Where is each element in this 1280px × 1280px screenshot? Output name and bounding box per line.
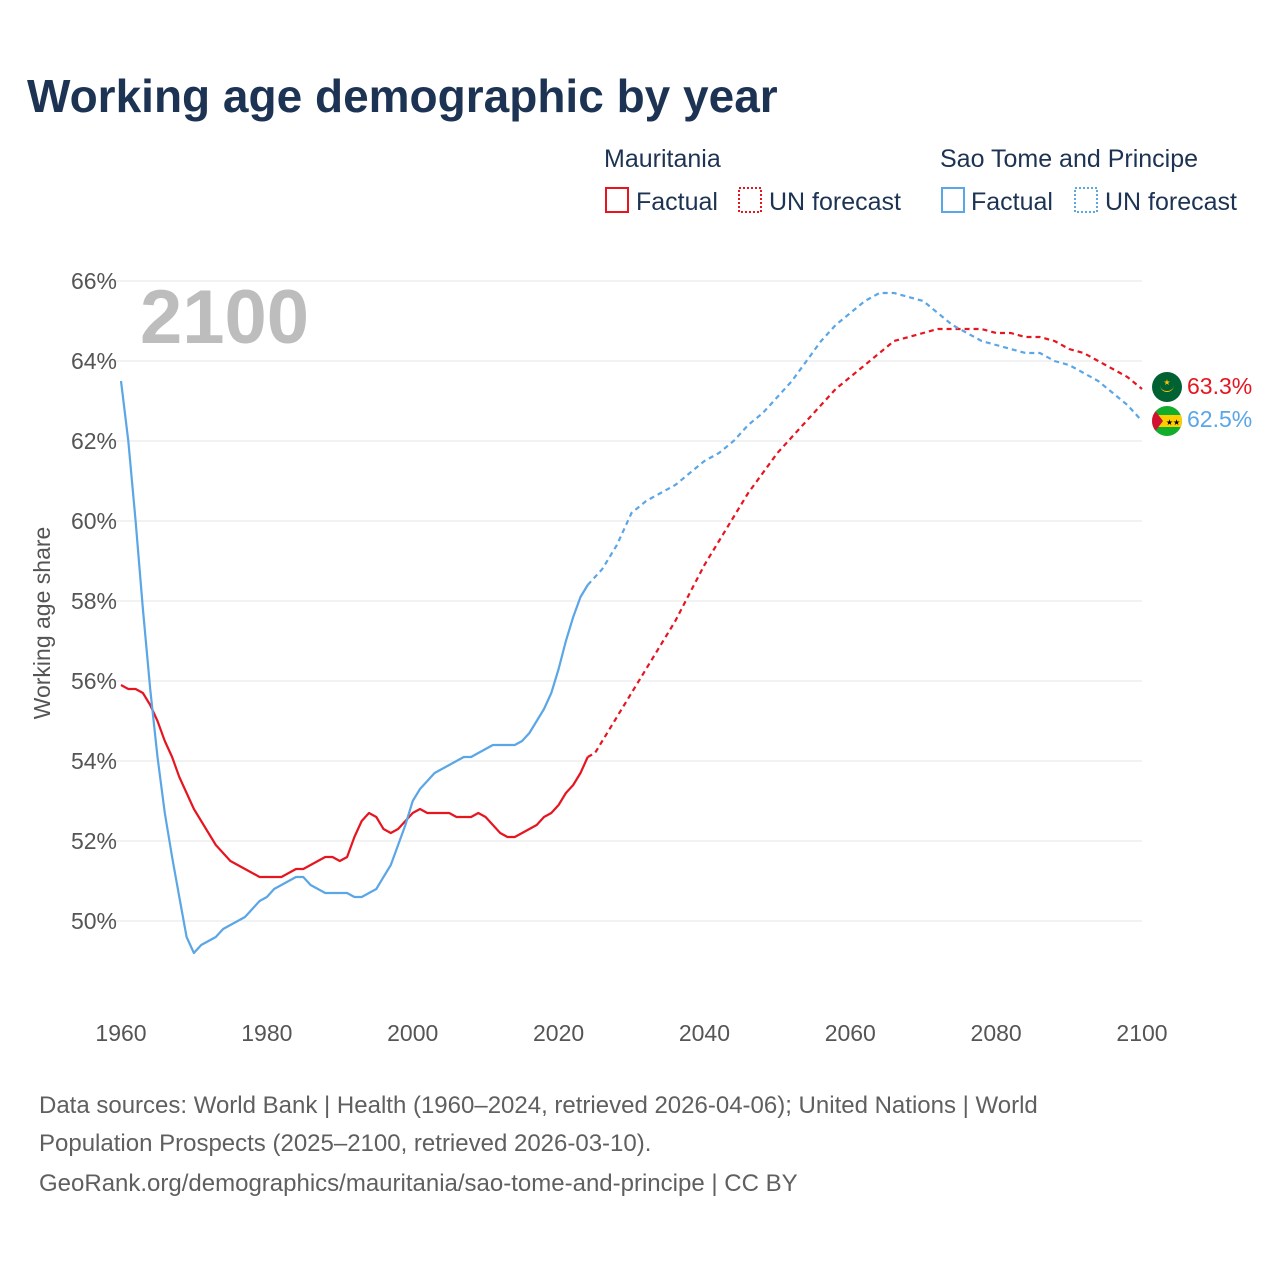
- y-axis-label: Working age share: [29, 527, 55, 720]
- x-tick-label: 2100: [1116, 1020, 1167, 1046]
- y-tick-label: 62%: [71, 428, 117, 454]
- x-tick-label: 2080: [971, 1020, 1022, 1046]
- chart-title: Working age demographic by year: [27, 70, 778, 122]
- y-tick-label: 60%: [71, 508, 117, 534]
- x-axis-ticks: 1960 1980 2000 2020 2040 2060 2080 2100: [95, 1020, 1167, 1046]
- x-tick-label: 2020: [533, 1020, 584, 1046]
- y-tick-label: 64%: [71, 348, 117, 374]
- legend-group-mauritania: Mauritania: [604, 145, 721, 173]
- legend-group-sao-tome: Sao Tome and Principe: [940, 145, 1198, 173]
- legend-label-mauritania-forecast: UN forecast: [769, 188, 901, 216]
- source-link[interactable]: GeoRank.org/demographics/mauritania/sao-…: [39, 1170, 798, 1197]
- legend-label-sao-tome-factual: Factual: [971, 188, 1053, 216]
- source-line-1: Data sources: World Bank | Health (1960–…: [39, 1092, 1038, 1119]
- series-line-mauritania-forecast: [587, 327, 1143, 758]
- source-line-2: Population Prospects (2025–2100, retriev…: [39, 1130, 651, 1157]
- y-tick-label: 58%: [71, 588, 117, 614]
- y-axis-ticks: 50% 52% 54% 56% 58% 60% 62% 64% 66%: [71, 268, 117, 934]
- x-tick-label: 2040: [679, 1020, 730, 1046]
- series-lines: [119, 291, 1143, 955]
- mauritania-star-icon: ★: [1163, 378, 1170, 387]
- series-line-sao-tome-factual: [119, 380, 589, 955]
- y-tick-label: 54%: [71, 748, 117, 774]
- series-line-sao-tome-forecast: [586, 291, 1143, 586]
- end-marker-mauritania: ★ 63.3%: [1152, 372, 1252, 402]
- legend: Mauritania Factual UN forecast Sao Tome …: [604, 145, 1237, 216]
- legend-swatch-sao-tome-forecast: [1074, 187, 1098, 213]
- y-tick-label: 66%: [71, 268, 117, 294]
- mauritania-crescent-icon: [1160, 385, 1174, 392]
- x-tick-label: 1960: [95, 1020, 146, 1046]
- legend-label-sao-tome-forecast: UN forecast: [1105, 188, 1237, 216]
- mauritania-flag-icon: [1152, 372, 1182, 402]
- legend-label-mauritania-factual: Factual: [636, 188, 718, 216]
- y-tick-label: 56%: [71, 668, 117, 694]
- legend-swatch-mauritania-factual: [605, 187, 629, 213]
- current-year-label: 2100: [140, 275, 309, 360]
- legend-swatch-mauritania-forecast: [738, 187, 762, 213]
- legend-swatch-sao-tome-factual: [941, 187, 965, 213]
- sao-tome-flag-icon: ★★: [1152, 406, 1182, 436]
- end-label-mauritania: 63.3%: [1187, 373, 1252, 399]
- svg-text:★★: ★★: [1166, 418, 1180, 427]
- y-tick-label: 52%: [71, 828, 117, 854]
- gridlines: [104, 280, 1142, 922]
- y-tick-label: 50%: [71, 908, 117, 934]
- x-tick-label: 1980: [241, 1020, 292, 1046]
- end-label-sao-tome: 62.5%: [1187, 406, 1252, 432]
- x-tick-label: 2060: [825, 1020, 876, 1046]
- series-line-mauritania-factual: [120, 684, 589, 879]
- x-tick-label: 2000: [387, 1020, 438, 1046]
- end-marker-sao-tome: ★★ 62.5%: [1152, 406, 1252, 436]
